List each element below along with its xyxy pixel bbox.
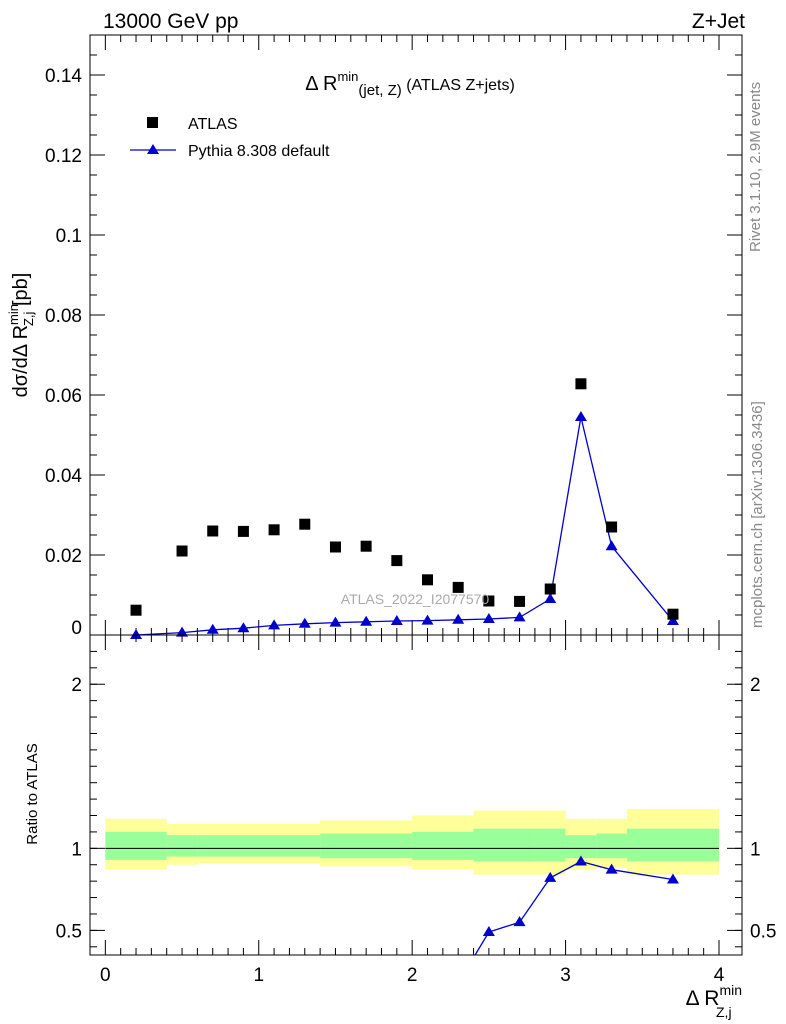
ratio-band-inner: [565, 835, 597, 859]
mc-point: [390, 615, 403, 625]
atlas-point: [237, 525, 249, 537]
ratio-band-inner: [412, 831, 474, 860]
atlas-point: [483, 595, 495, 607]
ratio-band-inner: [626, 828, 719, 862]
ratio-band-inner: [197, 835, 321, 857]
legend-mc-marker: [147, 144, 159, 154]
watermark: ATLAS_2022_I2077570: [341, 591, 490, 607]
legend-atlas-marker: [147, 117, 158, 128]
main-title-main: Δ R: [305, 73, 337, 95]
mc-point: [605, 540, 618, 551]
atlas-point: [207, 525, 219, 537]
x-tick-label: 1: [253, 965, 264, 986]
ratio-y-tick-label-right: 1: [750, 839, 761, 860]
atlas-point: [299, 518, 311, 530]
main-title-sub: (jet, Z): [358, 82, 401, 99]
x-axis-label-sup: min: [719, 982, 742, 998]
main-ylabel-sup: min: [6, 304, 21, 325]
ratio-panel: 0.5 0.5 1 1 2 2 0 1 2 3 4 Ratio to ATLAS Δ Rmin Z,j: [24, 634, 776, 1020]
atlas-point: [268, 524, 280, 536]
atlas-point: [606, 521, 618, 533]
main-panel: 00.020.040.060.080.10.120.14 Δ Rmin(jet,…: [6, 34, 743, 639]
main-ylabel-unit: [pb]: [10, 273, 32, 312]
atlas-point: [176, 545, 188, 557]
header-left: 13000 GeV pp: [103, 10, 238, 33]
ratio-mc-point: [513, 916, 526, 927]
main-y-tick-label: 0: [71, 618, 82, 639]
x-tick-label: 3: [560, 965, 571, 986]
ratio-mc-point: [605, 863, 618, 874]
ratio-band-inner: [534, 828, 566, 862]
atlas-point: [575, 378, 587, 390]
ratio-band-inner: [596, 833, 627, 859]
main-y-tick-label: 0.04: [45, 466, 82, 487]
main-y-tick-label: 0.12: [45, 146, 82, 167]
x-tick-label: 2: [407, 965, 418, 986]
ratio-band-inner: [105, 831, 167, 860]
ratio-y-tick-label-left: 2: [71, 675, 82, 696]
atlas-point: [544, 583, 556, 595]
ratio-y-tick-label-left: 0.5: [56, 921, 82, 942]
ratio-frame: [89, 634, 743, 956]
mc-point: [513, 611, 526, 622]
ratio-ylabel: Ratio to ATLAS: [24, 743, 41, 844]
mc-point: [176, 626, 189, 637]
ratio-band-inner: [320, 833, 413, 859]
ratio-mc-point: [544, 871, 557, 882]
main-y-tick-label: 0.02: [45, 546, 82, 567]
mc-point: [544, 593, 557, 603]
ratio-y-tick-label-left: 1: [71, 839, 82, 860]
mc-point: [666, 615, 679, 625]
mc-point: [452, 613, 465, 624]
mc-point: [206, 623, 219, 634]
main-ylabel-sub: Z,j: [21, 311, 36, 326]
atlas-point: [514, 595, 526, 607]
ratio-y-tick-label-right: 2: [750, 675, 761, 696]
main-title-sup: min: [337, 69, 358, 84]
mc-point: [329, 616, 342, 627]
mc-point: [237, 622, 250, 633]
mcplots-label: mcplots.cern.ch [arXiv:1306.3436]: [749, 401, 766, 628]
mc-point: [421, 614, 434, 625]
legend-atlas-label: ATLAS: [188, 116, 238, 133]
atlas-point: [130, 604, 142, 616]
atlas-point: [422, 574, 434, 586]
mc-point: [298, 617, 311, 628]
x-axis-label: Δ Rmin Z,j: [686, 982, 742, 1020]
legend: ATLAS Pythia 8.308 default: [130, 116, 330, 160]
atlas-point: [452, 581, 464, 593]
main-y-tick-label: 0.08: [45, 306, 82, 327]
ratio-mc-point: [666, 873, 679, 884]
header-right: Z+Jet: [692, 10, 745, 33]
main-y-tick-label: 0.06: [45, 386, 82, 407]
mc-point: [360, 615, 373, 626]
atlas-point: [329, 541, 341, 553]
x-tick-label: 0: [100, 965, 111, 986]
mc-point: [482, 613, 495, 623]
ratio-band-inner: [166, 835, 198, 857]
main-y-tick-label: 0.14: [45, 66, 82, 87]
ratio-mc-point: [574, 855, 587, 866]
x-axis-label-main: Δ R: [686, 987, 720, 1010]
x-axis-label-sub: Z,j: [716, 1004, 732, 1020]
legend-mc-label: Pythia 8.308 default: [188, 143, 330, 160]
main-ylabel: dσ/dΔ RminZ,j [pb]: [6, 273, 36, 398]
atlas-point: [391, 555, 403, 567]
main-ylabel-main: dσ/dΔ R: [10, 325, 32, 397]
atlas-point: [667, 608, 679, 620]
rivet-label: Rivet 3.1.10, 2.9M events: [747, 82, 764, 252]
main-title-tail: (ATLAS Z+jets): [402, 77, 515, 94]
atlas-point: [360, 540, 372, 552]
main-y-tick-label: 0.1: [56, 226, 82, 247]
mc-point: [268, 619, 281, 630]
mc-point: [574, 411, 587, 421]
x-tick-label: 4: [714, 965, 725, 986]
ratio-band-inner: [473, 828, 535, 862]
ratio-y-tick-label-right: 0.5: [750, 921, 776, 942]
ratio-mc-line: [474, 860, 674, 956]
ratio-mc-point: [482, 926, 495, 937]
mc-point: [130, 629, 143, 639]
main-title: Δ Rmin(jet, Z) (ATLAS Z+jets): [305, 69, 515, 99]
